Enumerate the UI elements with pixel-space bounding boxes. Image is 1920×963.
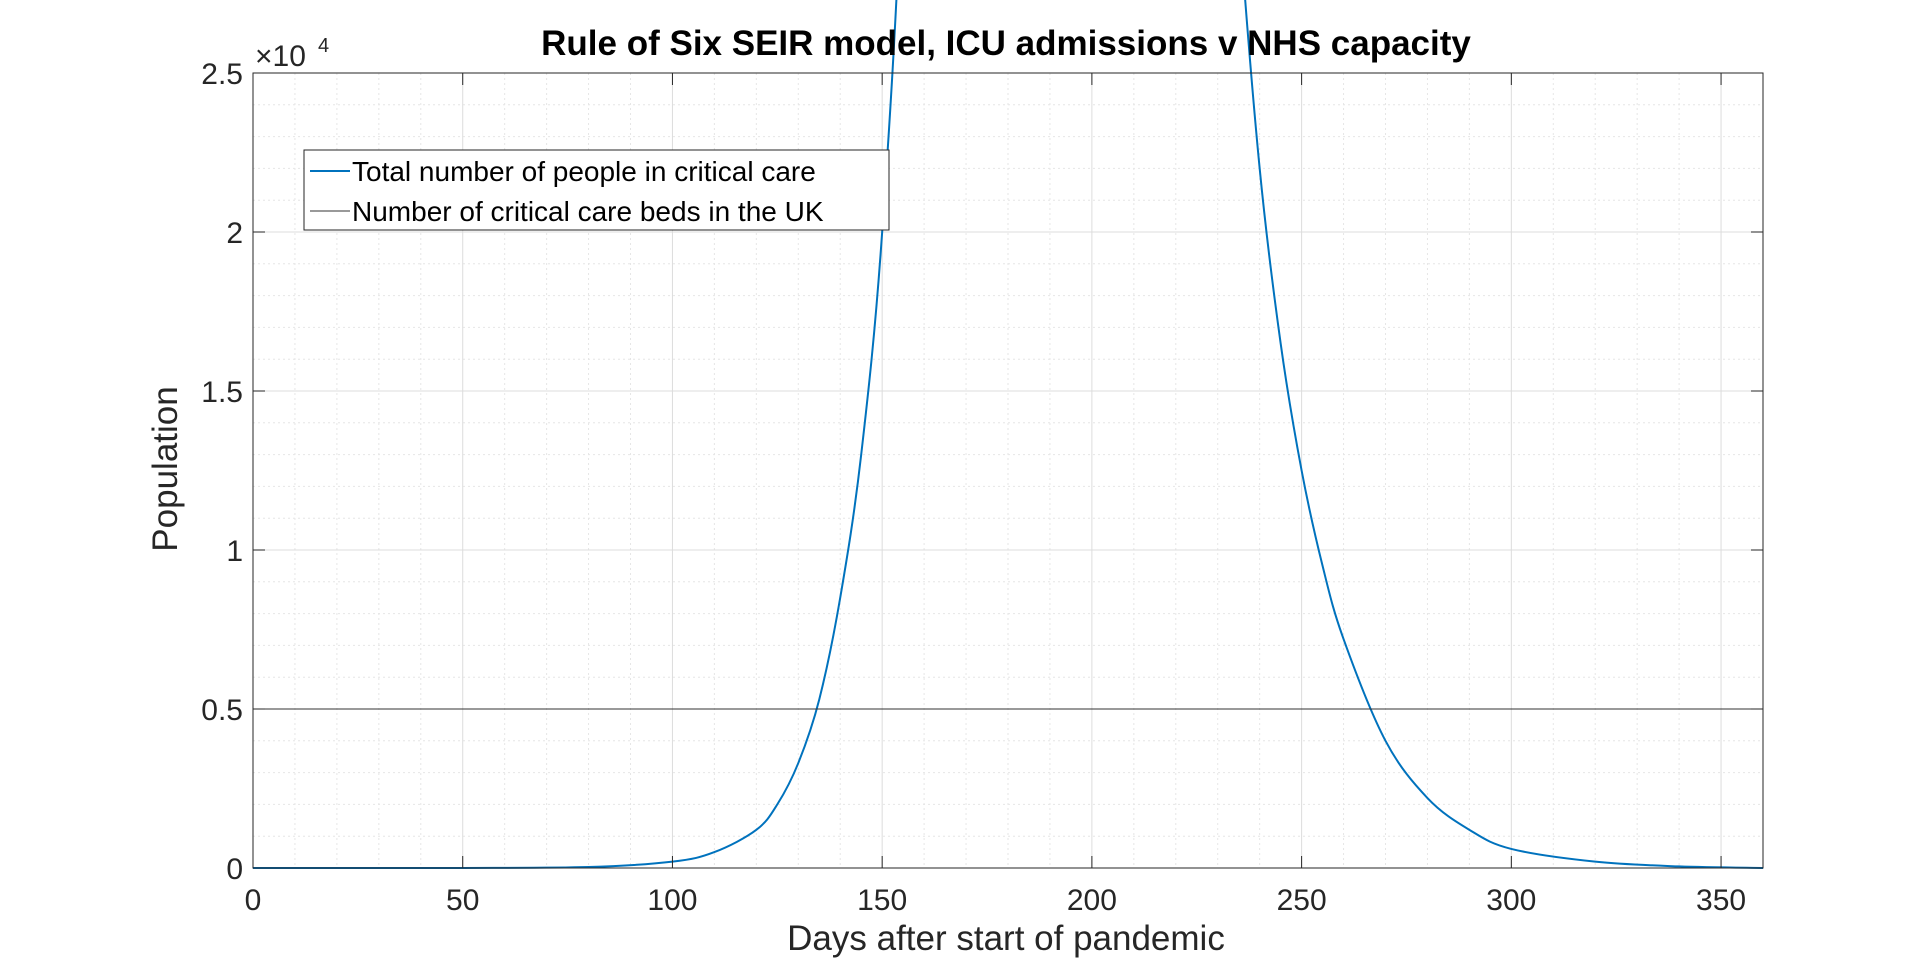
x-tick-label: 0 bbox=[245, 884, 262, 917]
y-exponent-power: 4 bbox=[318, 35, 329, 57]
x-tick-label: 250 bbox=[1277, 884, 1327, 917]
x-tick-label: 150 bbox=[857, 884, 907, 917]
legend-label-icu: Total number of people in critical care bbox=[352, 156, 816, 187]
legend-box bbox=[303, 149, 890, 231]
y-tick-label: 0.5 bbox=[201, 694, 243, 727]
y-tick-label: 1.5 bbox=[201, 376, 243, 409]
series-line-icu bbox=[253, 0, 1764, 870]
y-tick-label: 2 bbox=[226, 217, 243, 250]
y-tick-label: 2.5 bbox=[201, 58, 243, 91]
y-tick-labels: 0 0.5 1 1.5 2 2.5 bbox=[201, 58, 243, 886]
x-tick-label: 50 bbox=[446, 884, 479, 917]
x-tick-labels: 0 50 100 150 200 250 300 350 bbox=[245, 884, 1746, 917]
x-axis-label: Days after start of pandemic bbox=[787, 919, 1225, 958]
legend: Total number of people in critical care … bbox=[303, 149, 890, 231]
axes-frame bbox=[252, 72, 1764, 869]
axes-box bbox=[252, 72, 1764, 869]
tick-marks bbox=[252, 72, 1763, 869]
series-layer bbox=[253, 0, 1764, 870]
legend-label-beds: Number of critical care beds in the UK bbox=[352, 196, 824, 227]
y-exponent-base: ×10 bbox=[255, 40, 306, 73]
x-tick-label: 300 bbox=[1486, 884, 1536, 917]
x-tick-label: 100 bbox=[647, 884, 697, 917]
y-axis-label: Population bbox=[146, 386, 185, 551]
x-tick-label: 350 bbox=[1696, 884, 1746, 917]
y-tick-label: 1 bbox=[226, 535, 243, 568]
y-tick-label: 0 bbox=[226, 853, 243, 886]
x-tick-label: 200 bbox=[1067, 884, 1117, 917]
chart-title: Rule of Six SEIR model, ICU admissions v… bbox=[541, 24, 1471, 63]
minor-grid bbox=[253, 73, 1763, 868]
